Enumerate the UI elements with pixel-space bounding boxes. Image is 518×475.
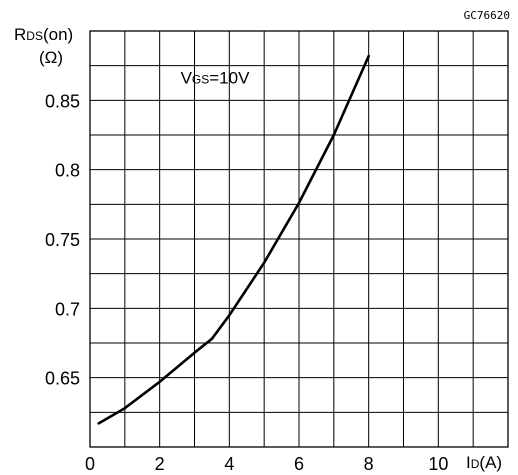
y-tick-label: 0.85 [45, 91, 80, 111]
y-axis-label-rest: (on) [43, 25, 73, 44]
x-axis-label-main: I [466, 453, 471, 472]
rds-curve [97, 54, 371, 425]
vgs-annotation-subscript: GS [192, 73, 209, 87]
y-tick-label: 0.65 [45, 369, 80, 389]
x-tick-label: 0 [85, 454, 95, 474]
y-axis-label-main: R [14, 25, 26, 44]
x-tick-label: 2 [155, 454, 165, 474]
vgs-annotation-rest: =10V [209, 69, 250, 88]
vgs-annotation-main: V [181, 69, 193, 88]
y-tick-label: 0.7 [55, 299, 80, 319]
plot-border [89, 30, 509, 448]
x-tick-label: 10 [428, 454, 448, 474]
x-axis-label-subscript: D [471, 457, 480, 471]
tick-labels: 0 2 4 6 8 10 0.65 0.7 0.75 0.8 0.85 [45, 91, 448, 474]
x-tick-label: 4 [224, 454, 234, 474]
y-axis-unit: (Ω) [39, 48, 63, 67]
y-axis-label: RDS(on) [14, 25, 73, 44]
vgs-annotation: VGS=10V [181, 69, 251, 88]
y-axis-label-subscript: DS [26, 29, 43, 43]
plot-frame [89, 30, 509, 448]
x-tick-label: 6 [294, 454, 304, 474]
x-axis-label: ID(A) [466, 453, 502, 472]
series-layer [97, 54, 371, 425]
y-tick-label: 0.75 [45, 230, 80, 250]
x-axis-label-rest: (A) [479, 453, 502, 472]
x-tick-label: 8 [364, 454, 374, 474]
figure-code: GC76620 [464, 9, 510, 22]
y-tick-label: 0.8 [55, 161, 80, 181]
grid [90, 31, 508, 447]
